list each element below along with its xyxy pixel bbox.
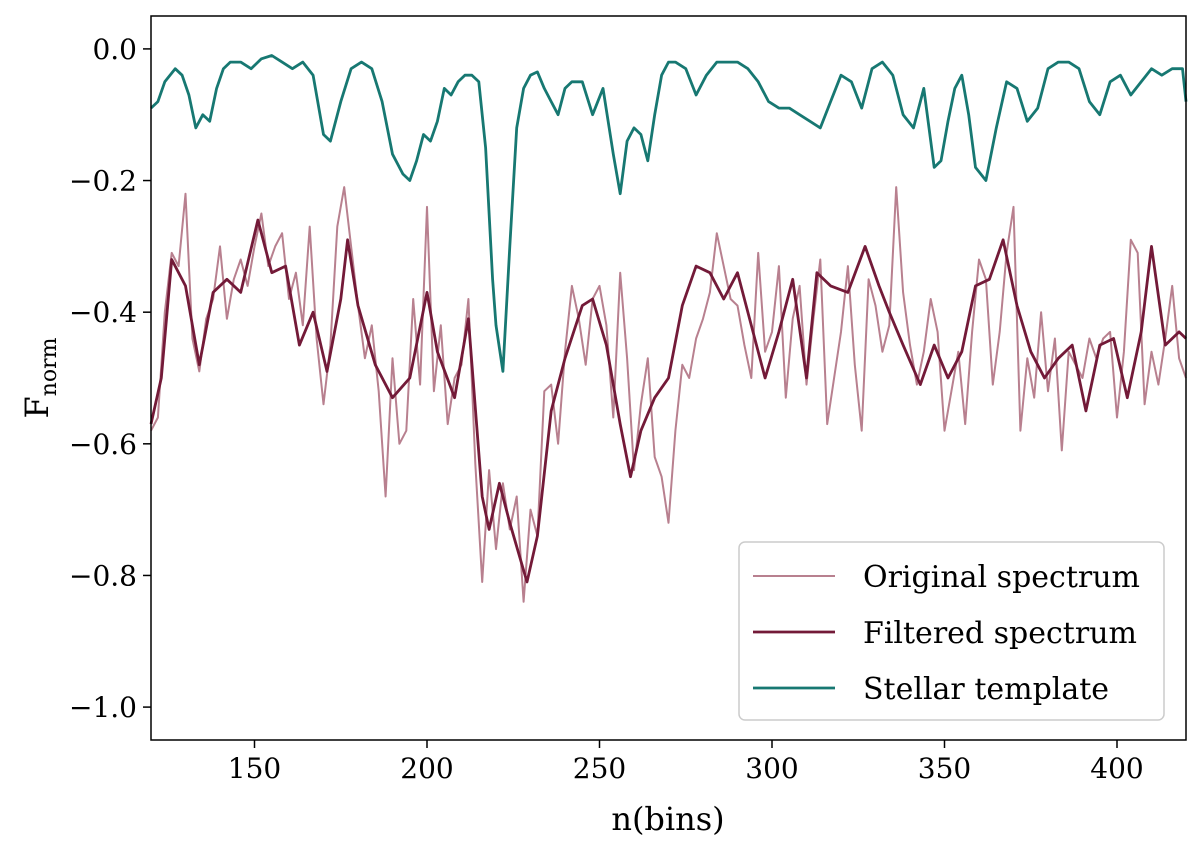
legend-label: Filtered spectrum xyxy=(863,616,1137,651)
x-axis-label: n(bins) xyxy=(611,800,724,838)
x-tick-label: 200 xyxy=(400,752,453,785)
y-axis-label-sub: norm xyxy=(37,337,62,396)
series-line-original-spectrum xyxy=(150,186,1187,603)
y-axis-label: Fnorm xyxy=(18,337,62,418)
x-tick-label: 300 xyxy=(745,752,798,785)
legend-label: Stellar template xyxy=(863,672,1109,707)
x-axis: 150 200 250 300 350 400 xyxy=(228,740,1144,785)
series-line-filtered-spectrum xyxy=(149,218,1187,584)
x-tick-label: 250 xyxy=(573,752,626,785)
x-tick-label: 150 xyxy=(228,752,281,785)
legend: Original spectrum Filtered spectrum Stella… xyxy=(738,541,1165,721)
y-tick-label: −0.8 xyxy=(69,559,137,592)
x-tick-label: 400 xyxy=(1090,752,1143,785)
series-layer xyxy=(149,54,1188,603)
y-tick-label: 0.0 xyxy=(92,33,137,66)
y-tick-label: −0.2 xyxy=(69,165,137,198)
y-axis: 0.0 −0.2 −0.4 −0.6 −0.8 −1.0 xyxy=(69,33,151,724)
y-tick-label: −1.0 xyxy=(69,691,137,724)
x-tick-label: 350 xyxy=(918,752,971,785)
legend-box xyxy=(738,541,1165,721)
y-tick-label: −0.6 xyxy=(69,428,137,461)
y-axis-label-main: F xyxy=(18,396,56,418)
y-tick-label: −0.4 xyxy=(69,296,137,329)
plot-frame xyxy=(150,15,1187,741)
legend-label: Original spectrum xyxy=(863,560,1140,595)
series-line-stellar-template xyxy=(150,54,1188,373)
svg-text:Fnorm: Fnorm xyxy=(18,337,62,418)
